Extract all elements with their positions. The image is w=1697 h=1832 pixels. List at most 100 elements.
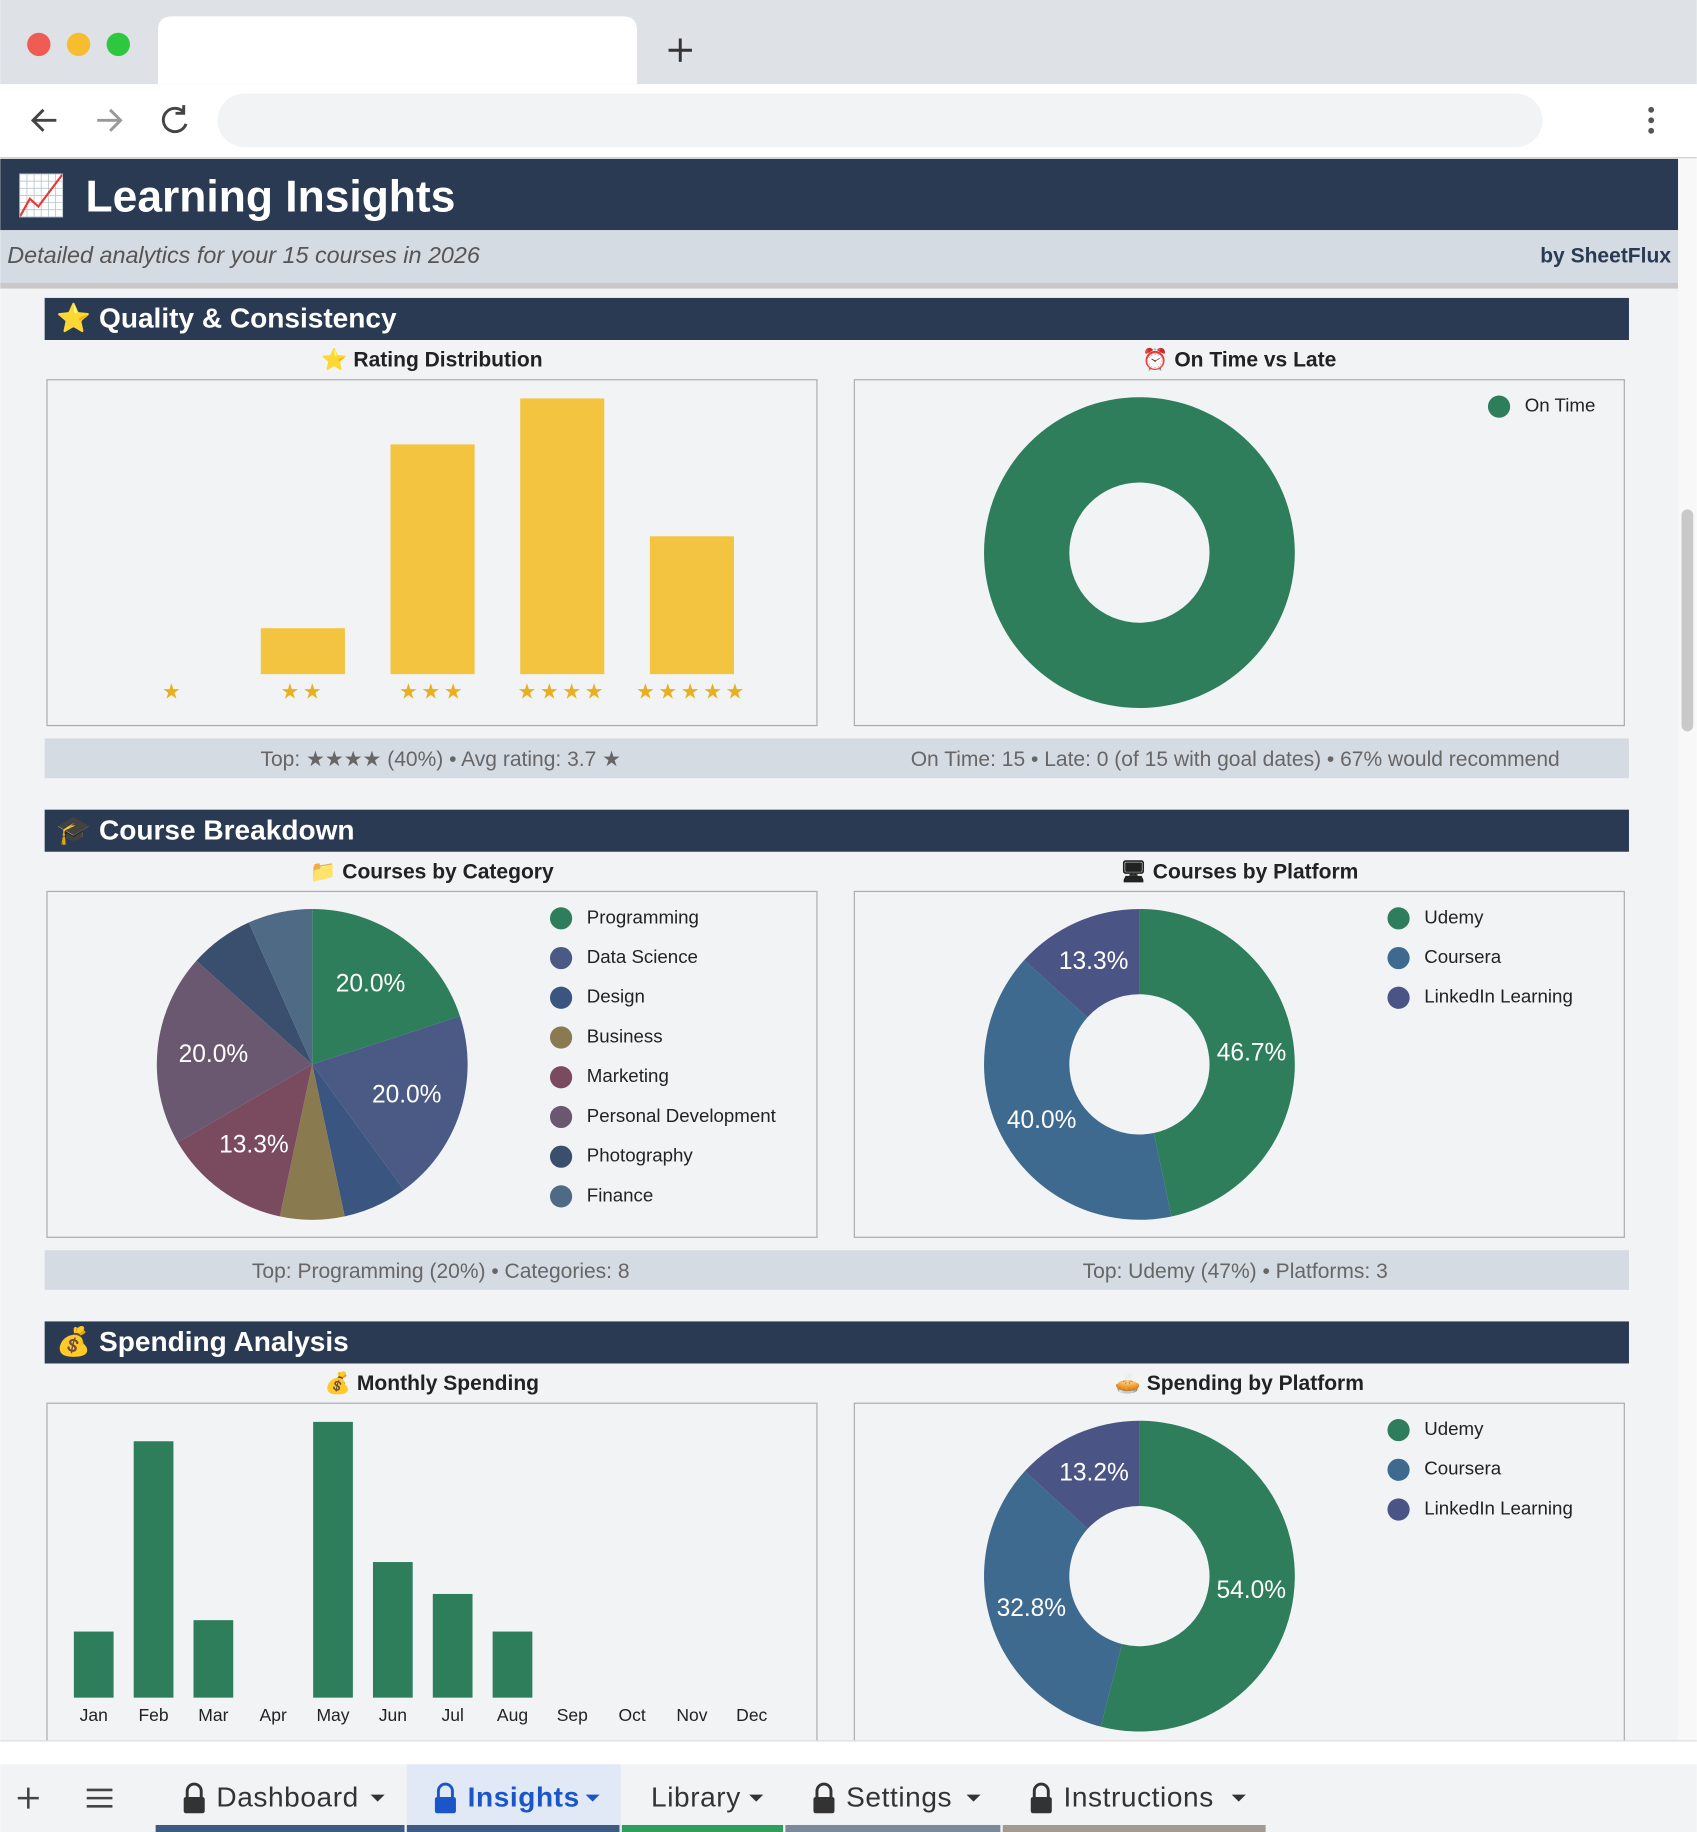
slice-label: 20.0% xyxy=(179,1041,249,1068)
chart-title: 🖥 Courses by Platform xyxy=(1120,859,1358,883)
bar xyxy=(432,1593,473,1698)
scrollbar[interactable] xyxy=(1678,158,1697,1741)
bar xyxy=(133,1441,174,1698)
legend-swatch xyxy=(1387,1458,1410,1481)
sheet-tab[interactable]: Instructions xyxy=(1002,1782,1266,1832)
x-tick-label: ★★★★ xyxy=(518,680,607,703)
x-tick-label: Jan xyxy=(80,1705,108,1725)
x-tick-label: Sep xyxy=(557,1705,588,1725)
stats-text: Top: ★★★★ (40%) • Avg rating: 3.7 ★ xyxy=(260,748,621,771)
section: 🎓 Course Breakdown 📁 Courses by Category 2… xyxy=(44,809,1629,1290)
new-tab-button[interactable] xyxy=(668,38,692,62)
horizontal-scroll xyxy=(0,1740,1697,1765)
reload-button[interactable] xyxy=(161,105,188,134)
brand: by SheetFlux xyxy=(1540,245,1671,268)
x-tick-label: Oct xyxy=(618,1705,645,1725)
section-title: ⭐ Quality & Consistency xyxy=(56,302,397,334)
chart: 📁 Courses by Category 20.0% 20.0% 13.3% 20.0… xyxy=(46,860,818,1238)
tab-label[interactable]: Settings xyxy=(846,1782,952,1813)
back-button[interactable] xyxy=(30,108,57,132)
pie-slice xyxy=(984,960,1172,1220)
slice-label: 54.0% xyxy=(1217,1577,1287,1604)
tab-menu-arrow[interactable] xyxy=(966,1794,981,1802)
slice-label: 13.2% xyxy=(1059,1460,1129,1487)
legend-label: Finance xyxy=(587,1184,653,1205)
slice-label: 20.0% xyxy=(336,971,406,998)
add-sheet-button[interactable] xyxy=(17,1787,39,1809)
tab-label[interactable]: Dashboard xyxy=(216,1782,358,1813)
header-bar xyxy=(0,158,1679,231)
x-tick-label: Feb xyxy=(138,1705,168,1725)
tab-label[interactable]: Instructions xyxy=(1063,1782,1213,1813)
chart-title: 🥧 Spending by Platform xyxy=(1115,1371,1364,1395)
section-header xyxy=(44,809,1629,852)
legend-swatch xyxy=(549,1105,573,1129)
tab-underline xyxy=(155,1824,405,1832)
legend-label: Photography xyxy=(587,1145,694,1166)
chart-title: 📁 Courses by Category xyxy=(310,860,554,883)
tab-menu-arrow[interactable] xyxy=(370,1794,385,1802)
legend-swatch xyxy=(1387,1498,1410,1521)
x-tick-label: Jul xyxy=(441,1705,463,1725)
legend-label: Programming xyxy=(587,906,699,927)
x-tick-label: May xyxy=(316,1705,349,1725)
pie-slice xyxy=(984,1471,1122,1727)
tab-menu-arrow[interactable] xyxy=(749,1794,764,1802)
legend-swatch xyxy=(549,1145,573,1168)
lock-icon xyxy=(185,1782,203,1797)
legend-swatch xyxy=(549,907,573,930)
chart-frame xyxy=(46,1402,818,1741)
chart: ⭐ Rating Distribution★ ★★ ★★★ ★★★★ ★★★★★ xyxy=(46,347,818,727)
legend-swatch xyxy=(1387,907,1410,930)
legend-label: Udemy xyxy=(1424,1418,1484,1439)
legend-label: Coursera xyxy=(1424,1458,1501,1479)
chart-title: ⏰ On Time vs Late xyxy=(1142,347,1336,372)
lock-icon xyxy=(434,1796,456,1814)
forward-button[interactable] xyxy=(97,108,123,132)
pie-slice xyxy=(1139,908,1295,1217)
legend-label: Personal Development xyxy=(587,1105,777,1126)
chart-title: ⭐ Rating Distribution xyxy=(321,347,542,372)
lock-icon xyxy=(183,1796,205,1814)
subtitle-bar xyxy=(0,230,1679,283)
chart: 💰 Monthly Spending Jan Feb Mar Apr May Jun Jul A… xyxy=(46,1370,818,1741)
stats-bar xyxy=(44,738,1629,779)
x-tick-label: Dec xyxy=(736,1705,767,1725)
tab-menu-arrow[interactable] xyxy=(1231,1794,1246,1802)
bar xyxy=(313,1421,353,1698)
menu-button[interactable] xyxy=(1648,106,1655,134)
section: 💰 Spending Analysis 💰 Monthly Spending Jan… xyxy=(44,1321,1629,1741)
sheet-tab[interactable]: Dashboard xyxy=(155,1782,405,1832)
legend-label: Marketing xyxy=(587,1065,669,1086)
browser-tab[interactable] xyxy=(157,16,638,85)
section-title: 🎓 Course Breakdown xyxy=(56,814,354,846)
minimize-button[interactable] xyxy=(66,32,91,57)
maximize-button[interactable] xyxy=(106,32,130,57)
pie-slice xyxy=(279,1064,345,1220)
section-header xyxy=(44,297,1629,340)
tab-label[interactable]: Insights xyxy=(468,1782,580,1813)
address-bar[interactable] xyxy=(217,93,1543,148)
close-button[interactable] xyxy=(27,32,51,57)
sheet-tab[interactable]: Library xyxy=(621,1782,784,1832)
x-tick-label: ★★★ xyxy=(399,680,466,703)
legend-swatch xyxy=(1387,946,1410,970)
all-sheets-button[interactable] xyxy=(86,1788,113,1808)
section: ⭐ Quality & Consistency ⭐ Rating Distribu… xyxy=(44,297,1629,779)
bar xyxy=(492,1631,533,1698)
sheet-tab[interactable]: Settings xyxy=(785,1782,1001,1832)
scroll-thumb[interactable] xyxy=(1681,509,1694,732)
x-tick-label: ★ xyxy=(162,680,184,703)
x-tick-label: ★★ xyxy=(281,680,326,703)
tab-menu-arrow[interactable] xyxy=(585,1794,600,1802)
pie-slice xyxy=(177,1064,313,1217)
legend-label: LinkedIn Learning xyxy=(1424,986,1573,1007)
legend-swatch xyxy=(549,1066,573,1089)
tab-label[interactable]: Library xyxy=(651,1782,741,1813)
sheet-tab[interactable]: Insights xyxy=(406,1764,621,1832)
subtitle: Detailed analytics for your 15 courses i… xyxy=(7,242,480,268)
x-tick-label: ★★★★★ xyxy=(636,680,748,703)
slice-label: 20.0% xyxy=(372,1082,442,1109)
x-tick-label: Aug xyxy=(497,1705,528,1725)
